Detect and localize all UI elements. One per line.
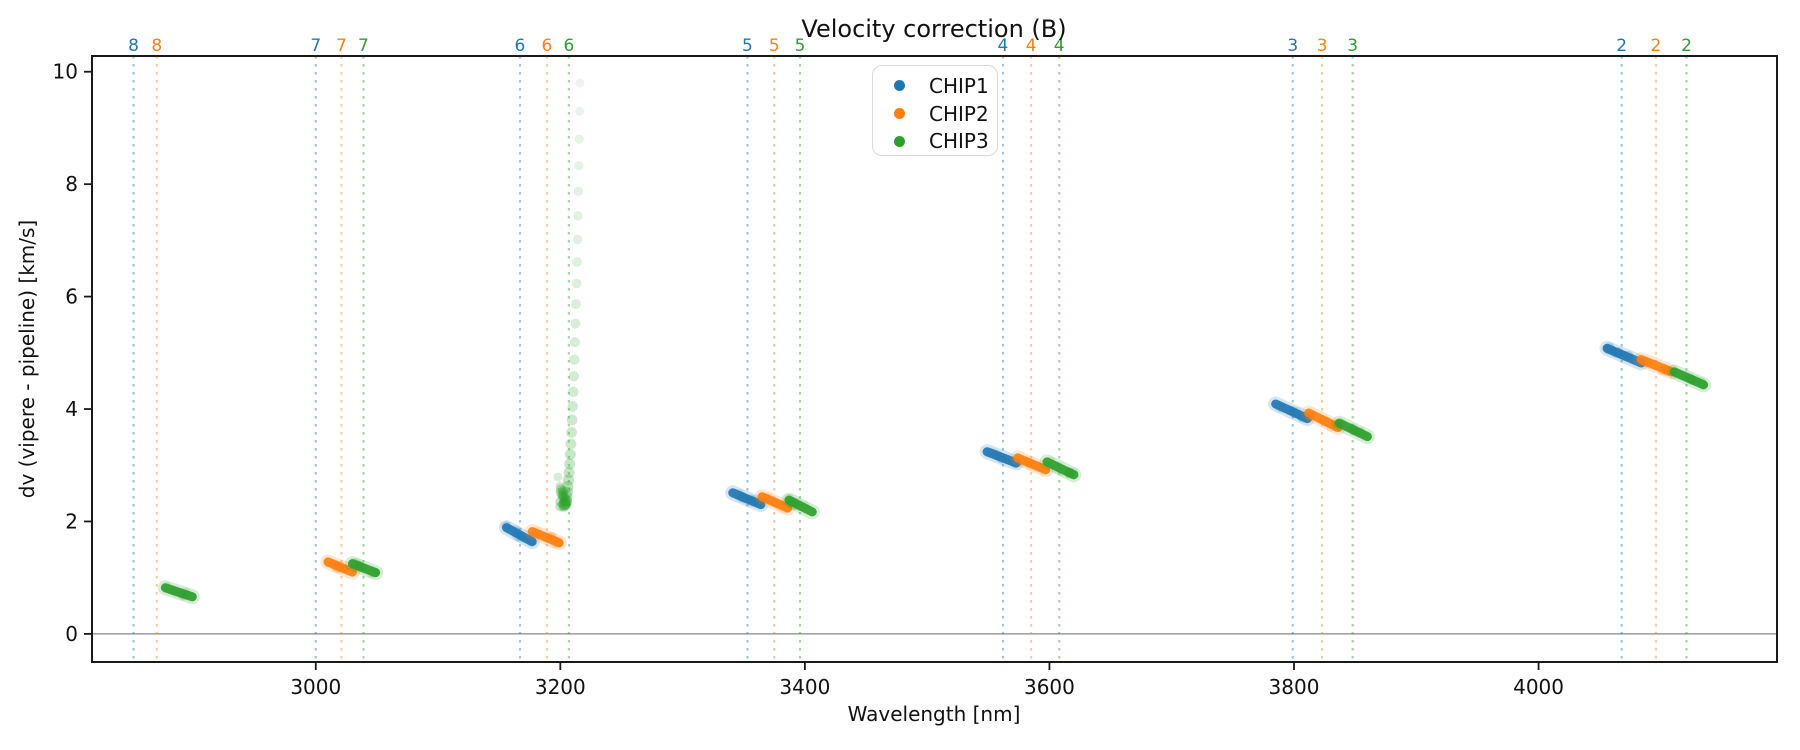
x-tick-label: 3200 xyxy=(535,675,586,699)
cluster-chip1-order-4 xyxy=(979,444,1024,471)
legend-marker-chip1-icon xyxy=(894,80,905,92)
order-7-chip3-label: 7 xyxy=(358,36,369,56)
legend-label-chip3: CHIP3 xyxy=(929,129,989,154)
order-8-chip2-label: 8 xyxy=(151,36,162,56)
legend-entry-chip2: CHIP2 xyxy=(873,100,997,128)
outlier-trail-chip3-order-6 xyxy=(553,78,585,513)
legend-label-chip2: CHIP2 xyxy=(929,101,989,126)
y-tick-label: 4 xyxy=(65,397,78,421)
cluster-chip3-order-2 xyxy=(1666,364,1712,393)
order-2-chip3-label: 2 xyxy=(1681,36,1692,56)
order-6-chip1-label: 6 xyxy=(515,36,526,56)
legend: CHIP1 CHIP2 CHIP3 xyxy=(872,65,998,156)
order-8-chip1-label: 8 xyxy=(128,36,139,56)
order-5-chip1-label: 5 xyxy=(742,36,753,56)
legend-marker-chip2-icon xyxy=(894,108,905,119)
cluster-chip2-order-2 xyxy=(1633,352,1680,380)
y-axis-label: dv (vipere - pipeline) [km/s] xyxy=(15,219,39,499)
chart-title: Velocity correction (B) xyxy=(801,15,1067,43)
order-center-lines xyxy=(132,56,1688,662)
cluster-chip3-order-7 xyxy=(344,556,384,581)
order-4-chip3-label: 4 xyxy=(1054,36,1065,56)
x-tick-label: 3800 xyxy=(1269,675,1320,699)
x-tick-label: 4000 xyxy=(1513,675,1564,699)
y-tick-label: 10 xyxy=(53,60,78,84)
legend-label-chip1: CHIP1 xyxy=(929,73,989,98)
order-2-chip2-label: 2 xyxy=(1651,36,1662,56)
cluster-chip3-order-8 xyxy=(157,580,200,605)
cluster-chip2-order-4 xyxy=(1010,450,1054,478)
legend-entry-chip1: CHIP1 xyxy=(873,72,997,100)
y-axis-ticks: 0 2 4 6 8 10 xyxy=(53,60,92,646)
x-tick-label: 3000 xyxy=(290,675,341,699)
order-2-chip1-label: 2 xyxy=(1616,36,1627,56)
legend-entry-chip3: CHIP3 xyxy=(873,127,997,155)
order-3-chip1-label: 3 xyxy=(1287,36,1298,56)
cluster-chip3-order-4 xyxy=(1039,454,1082,483)
cluster-chip3-order-5 xyxy=(781,492,820,520)
cluster-chip2-order-6 xyxy=(524,524,567,551)
x-axis-ticks: 3000 3200 3400 3600 3800 4000 xyxy=(290,662,1564,699)
y-tick-label: 6 xyxy=(65,285,78,309)
order-7-chip1-label: 7 xyxy=(310,36,321,56)
order-4-chip1-label: 4 xyxy=(998,36,1009,56)
order-7-chip2-label: 7 xyxy=(336,36,347,56)
cluster-chip3-order-3 xyxy=(1331,415,1375,445)
order-6-chip2-label: 6 xyxy=(541,36,552,56)
order-4-chip2-label: 4 xyxy=(1026,36,1037,56)
x-tick-label: 3600 xyxy=(1024,675,1075,699)
cluster-chip2-order-7 xyxy=(320,554,360,580)
x-axis-label: Wavelength [nm] xyxy=(847,702,1021,726)
y-tick-label: 2 xyxy=(65,509,78,533)
order-3-chip2-label: 3 xyxy=(1317,36,1328,56)
order-3-chip3-label: 3 xyxy=(1347,36,1358,56)
y-tick-label: 8 xyxy=(65,172,78,196)
x-tick-label: 3400 xyxy=(779,675,830,699)
data-clusters xyxy=(157,340,1712,605)
legend-marker-chip3-icon xyxy=(894,135,905,147)
cluster-chip1-order-2 xyxy=(1599,340,1649,371)
cluster-chip1-order-5 xyxy=(725,485,769,513)
cluster-chip1-order-6 xyxy=(499,520,540,550)
y-tick-label: 0 xyxy=(65,622,78,646)
order-5-chip3-label: 5 xyxy=(795,36,806,56)
order-5-chip2-label: 5 xyxy=(769,36,780,56)
order-6-chip3-label: 6 xyxy=(563,36,574,56)
axes-frame xyxy=(91,55,1778,663)
